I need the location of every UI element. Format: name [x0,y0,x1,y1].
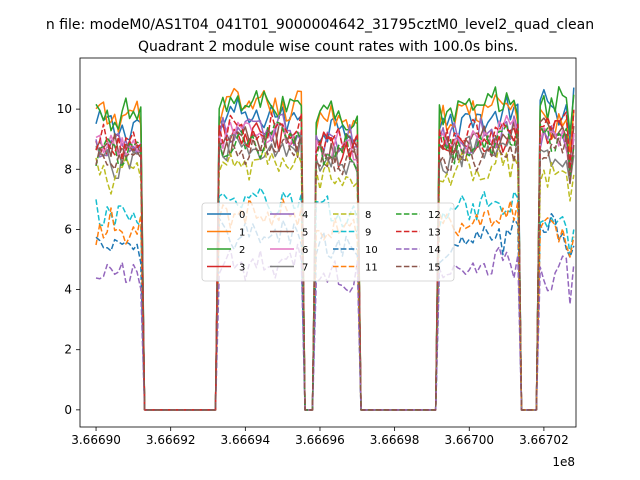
x-tick-label: 3.66696 [295,433,345,447]
x-tick-label: 3.66694 [221,433,271,447]
x-tick-label: 3.66702 [519,433,569,447]
legend-label-11: 11 [365,263,378,274]
y-tick-label: 2 [64,343,72,357]
legend-label-12: 12 [428,210,441,221]
x-tick-label: 3.66698 [370,433,420,447]
legend-label-13: 13 [428,228,441,239]
legend-label-4: 4 [302,210,308,221]
legend-label-9: 9 [365,228,371,239]
x-tick-label: 3.66690 [71,433,121,447]
y-tick-label: 0 [64,403,72,417]
legend-label-1: 1 [239,228,245,239]
legend-label-3: 3 [239,263,245,274]
legend-label-5: 5 [302,228,308,239]
legend-label-14: 14 [428,245,441,256]
x-offset-label: 1e8 [552,455,575,469]
series-line-15 [95,133,575,411]
y-tick-label: 4 [64,283,72,297]
legend-label-6: 6 [302,245,308,256]
x-tick-label: 3.66692 [146,433,196,447]
figure-suptitle: n file: modeM0/AS1T04_041T01_9000004642_… [46,17,594,33]
y-tick-label: 8 [64,162,72,176]
legend-box [201,202,455,282]
y-tick-label: 10 [57,102,72,116]
legend-label-15: 15 [428,263,441,274]
legend-label-0: 0 [239,210,245,221]
legend-label-2: 2 [239,245,245,256]
legend-label-10: 10 [365,245,378,256]
plot-area: 3.66690 3.66692 3.66694 3.66696 3.66698 3.667… [57,57,577,447]
axes-frame [79,57,577,428]
legend-label-7: 7 [302,263,308,274]
y-tick-label: 6 [64,222,72,236]
chart-title: Quadrant 2 module wise count rates with … [138,39,518,55]
legend-label-8: 8 [365,210,371,221]
x-tick-label: 3.66700 [444,433,494,447]
